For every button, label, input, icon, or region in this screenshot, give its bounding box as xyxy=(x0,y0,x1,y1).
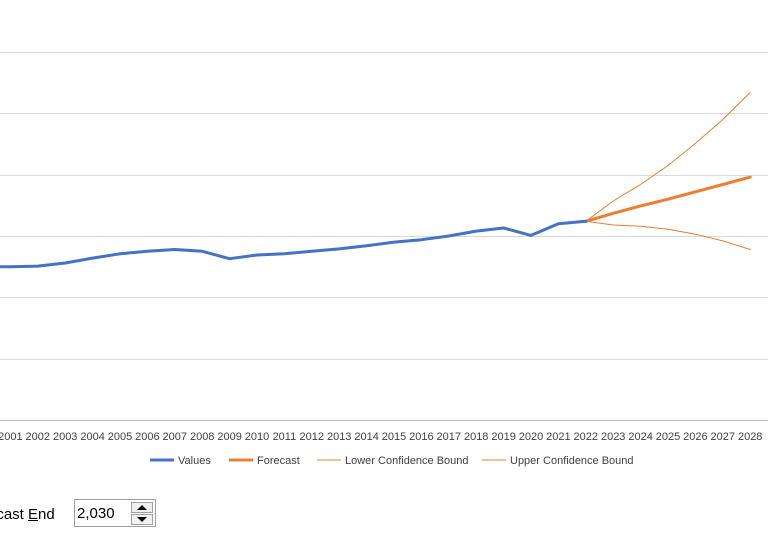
legend-label: Lower Confidence Bound xyxy=(345,455,469,467)
legend: Values Forecast Lower Confidence Bound Uppe… xyxy=(150,455,634,467)
legend-label: Upper Confidence Bound xyxy=(510,455,634,467)
x-tick-label: 2005 xyxy=(108,431,132,443)
x-tick-label: 2016 xyxy=(409,431,433,443)
arrow-up-icon xyxy=(137,505,147,510)
line-chart: 2000200120022003200420052006200720082009… xyxy=(0,52,768,467)
forecast-end-spinner[interactable]: 2,030 xyxy=(74,499,156,527)
arrow-down-icon xyxy=(137,517,147,522)
series-line-3 xyxy=(585,220,751,250)
x-tick-label: 2013 xyxy=(327,431,351,443)
forecast-end-input[interactable]: 2,030 xyxy=(77,505,115,522)
legend-label: Forecast xyxy=(257,455,300,467)
x-tick-label: 2026 xyxy=(683,431,707,443)
x-tick-label: 2014 xyxy=(354,431,378,443)
x-tick-label: 2020 xyxy=(519,431,543,443)
x-tick-label: 2001 xyxy=(0,431,23,443)
x-tick-label: 2012 xyxy=(300,431,324,443)
x-tick-label: 2007 xyxy=(163,431,187,443)
x-tick-label: 2006 xyxy=(135,431,159,443)
spin-up-button[interactable] xyxy=(131,502,153,513)
x-tick-label: 2024 xyxy=(628,431,652,443)
x-tick-label: 2019 xyxy=(491,431,515,443)
series-line-4 xyxy=(585,92,751,222)
series-line-2 xyxy=(584,175,752,223)
spin-down-button[interactable] xyxy=(131,514,153,525)
x-tick-label: 2010 xyxy=(245,431,269,443)
x-tick-label: 2025 xyxy=(656,431,680,443)
x-tick-label: 2027 xyxy=(711,431,735,443)
forecast-end-label: ecast End xyxy=(0,506,55,523)
x-tick-label: 2022 xyxy=(574,431,598,443)
gridlines xyxy=(0,52,768,421)
x-tick-label: 2008 xyxy=(190,431,214,443)
x-tick-label: 2023 xyxy=(601,431,625,443)
x-tick-label: 2002 xyxy=(26,431,50,443)
x-tick-label: 2004 xyxy=(80,431,104,443)
x-tick-label: 2017 xyxy=(437,431,461,443)
x-tick-label: 2003 xyxy=(53,431,77,443)
x-tick-label: 2011 xyxy=(273,431,297,443)
legend-label: Values xyxy=(178,455,211,467)
series-line-1 xyxy=(0,219,588,269)
x-tick-label: 2018 xyxy=(464,431,488,443)
x-axis-ticks: 2000200120022003200420052006200720082009… xyxy=(0,431,762,443)
x-tick-label: 2028 xyxy=(738,431,762,443)
x-tick-label: 2015 xyxy=(382,431,406,443)
series-lines xyxy=(0,92,752,269)
x-tick-label: 2021 xyxy=(546,431,570,443)
forecast-end-control: ecast End 2,030 xyxy=(0,498,200,530)
x-tick-label: 2009 xyxy=(217,431,241,443)
